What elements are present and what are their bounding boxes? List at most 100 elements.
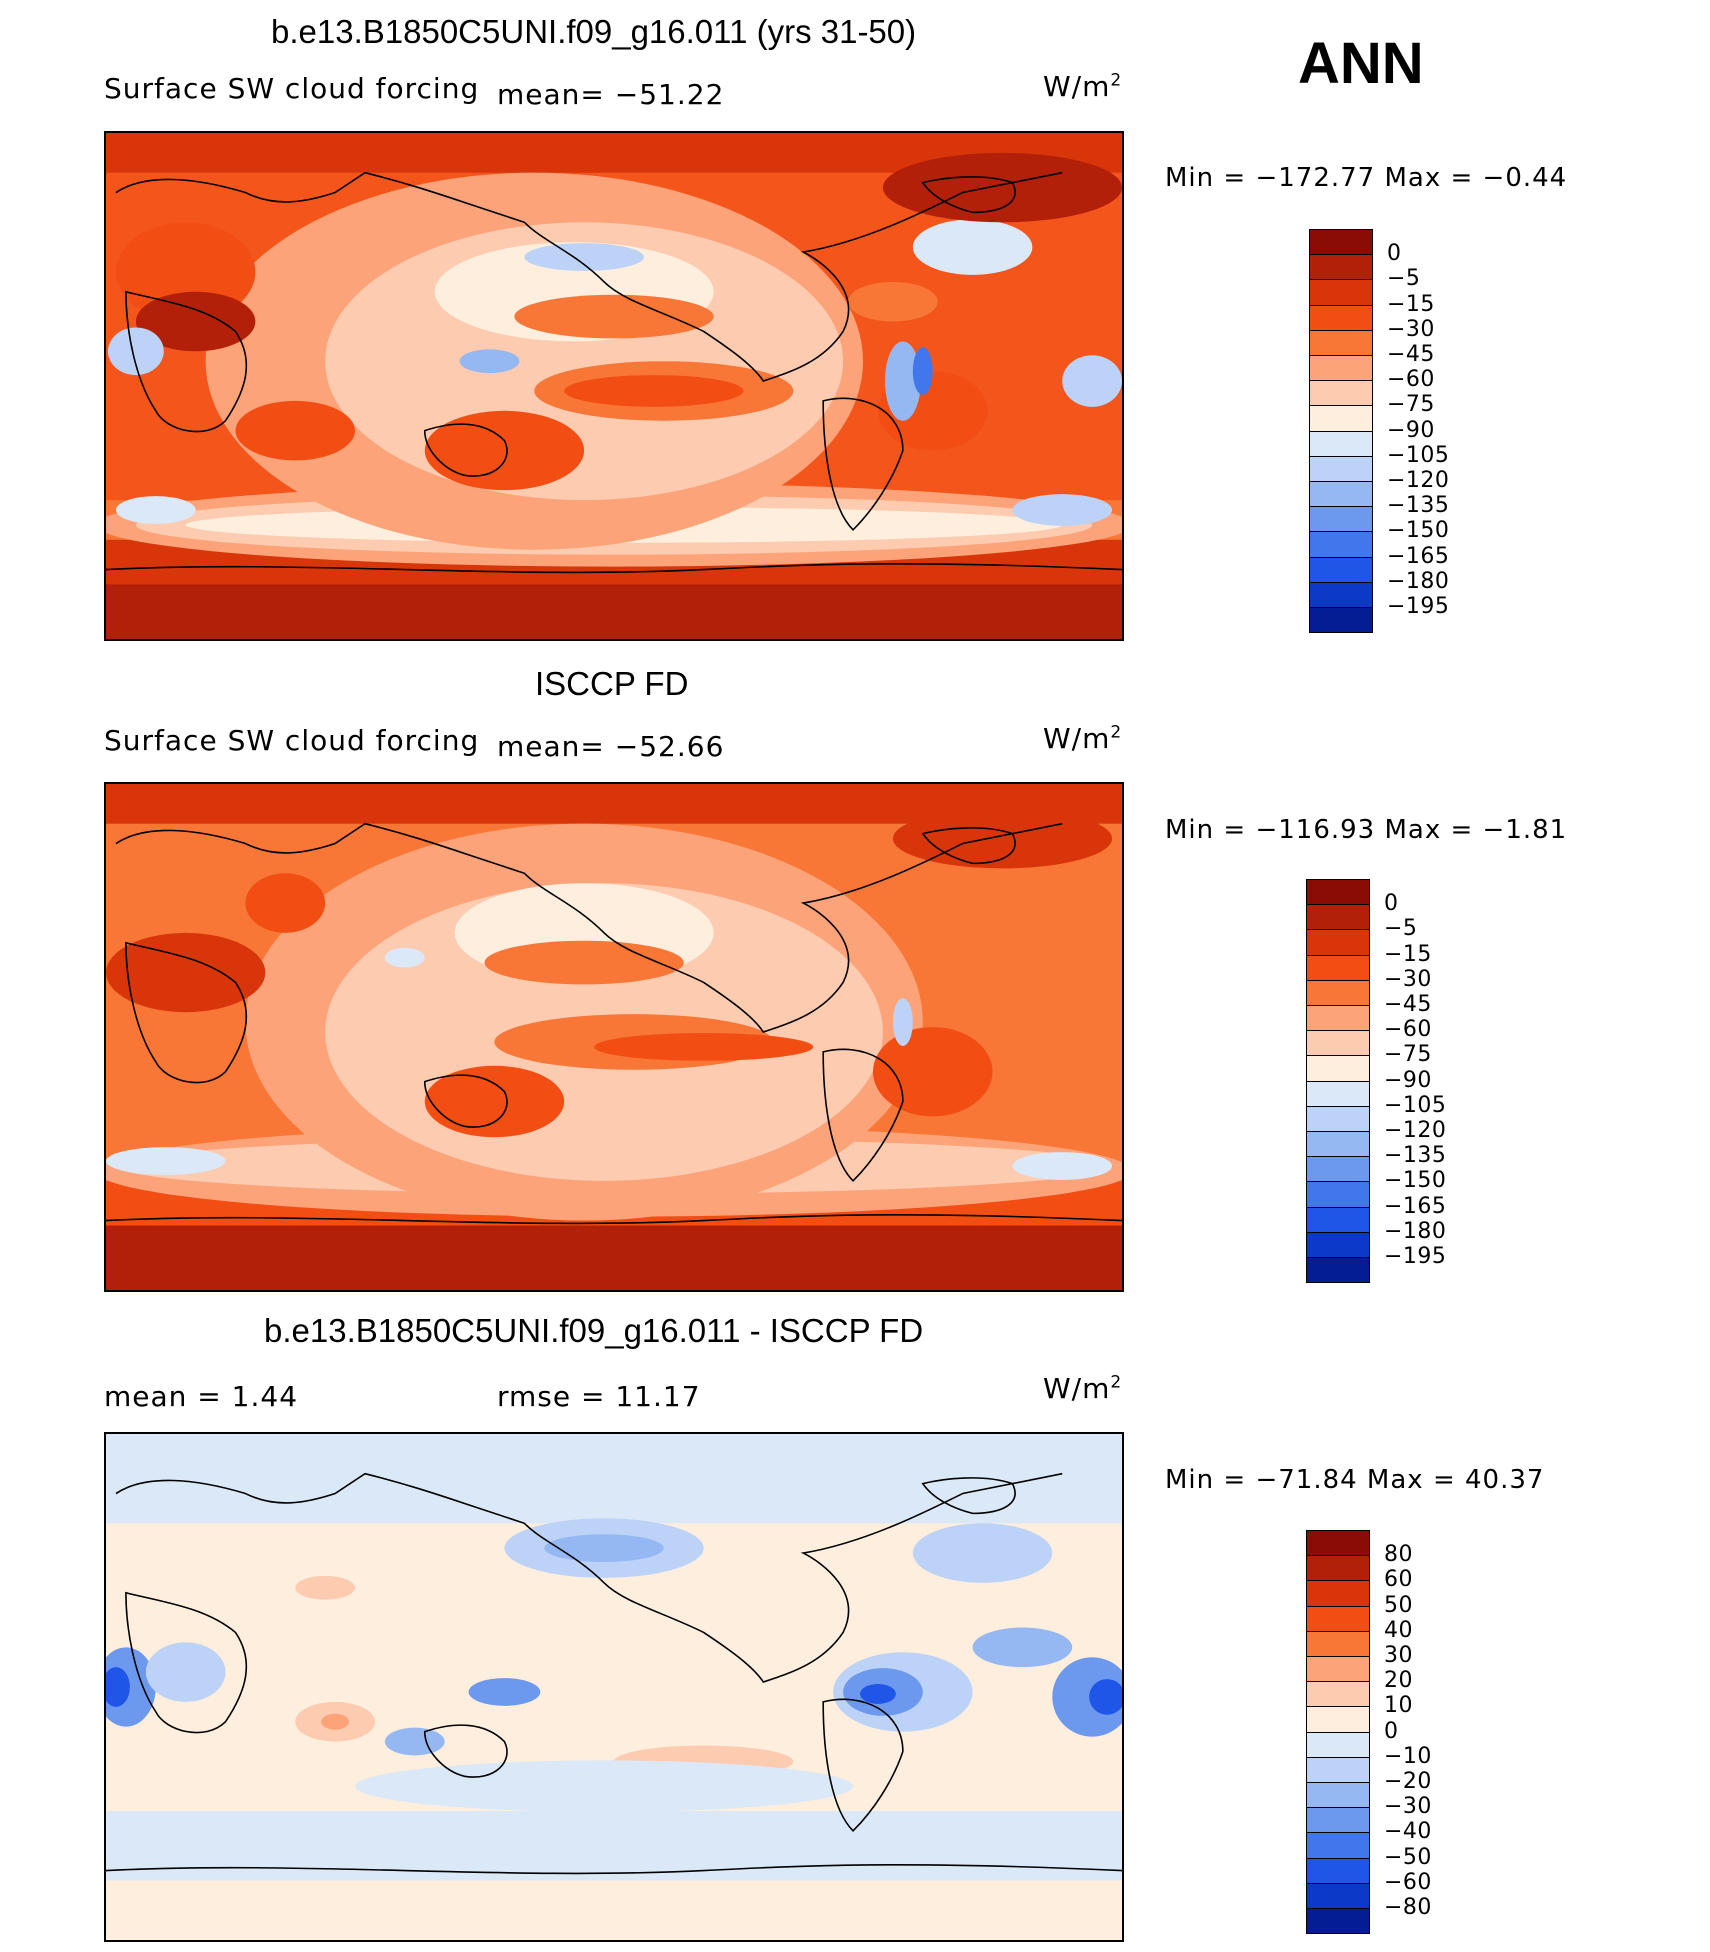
panel2-unit: W/m2 [1043, 722, 1123, 755]
colorbar-swatch [1306, 1555, 1370, 1582]
colorbar-swatch [1306, 1181, 1370, 1208]
panel1-title: b.e13.B1850C5UNI.f09_g16.011 (yrs 31-50) [271, 13, 917, 50]
colorbar-tick-label: −120 [1387, 468, 1450, 493]
colorbar-tick-label: −80 [1384, 1895, 1432, 1920]
panel1-unit: W/m2 [1043, 70, 1123, 103]
colorbar-swatch [1309, 455, 1373, 482]
colorbar-swatch [1306, 1782, 1370, 1809]
colorbar-swatch [1306, 1857, 1370, 1884]
colorbar-tick-label: −150 [1384, 1168, 1447, 1194]
colorbar-swatch [1309, 254, 1373, 281]
colorbar-swatch [1306, 979, 1370, 1006]
colorbar-swatch [1306, 1681, 1370, 1708]
colorbar-tick-label: 10 [1384, 1693, 1413, 1719]
colorbar-tick-label: −165 [1384, 1193, 1447, 1219]
colorbar-tick-label: −135 [1387, 493, 1450, 519]
panel2-map [104, 782, 1124, 1292]
colorbar-swatch [1309, 405, 1373, 432]
colorbar-swatch [1306, 1731, 1370, 1758]
colorbar-swatch [1306, 1832, 1370, 1859]
colorbar-swatch [1306, 1055, 1370, 1082]
panel1-minmax: Min = −172.77 Max = −0.44 [1165, 163, 1568, 193]
colorbar-swatch [1309, 380, 1373, 407]
colorbar-tick-label: −30 [1387, 316, 1435, 342]
colorbar-tick-label: 0 [1384, 891, 1399, 917]
colorbar-swatch [1309, 531, 1373, 558]
colorbar-swatch [1309, 556, 1373, 583]
panel3-mean-label: mean = 1.44 [104, 1380, 299, 1413]
colorbar-swatch [1306, 1882, 1370, 1909]
colorbar-swatch [1306, 1080, 1370, 1107]
panel2-mean-label: mean= −52.66 [497, 730, 725, 763]
colorbar-tick-label: −90 [1384, 1067, 1432, 1093]
colorbar-tick-label: −50 [1384, 1844, 1432, 1870]
colorbar-swatch [1306, 1630, 1370, 1657]
colorbar-tick-label: 20 [1384, 1668, 1413, 1694]
colorbar-tick-label: −90 [1387, 417, 1435, 443]
colorbar-tick-label: −5 [1387, 266, 1421, 292]
colorbar-swatch [1306, 1156, 1370, 1183]
colorbar-tick-label: −10 [1384, 1743, 1432, 1769]
panel1-map [104, 131, 1124, 641]
colorbar-swatch [1306, 1530, 1370, 1557]
colorbar-tick-label: −75 [1387, 392, 1435, 418]
panel1-variable-label: Surface SW cloud forcing [104, 72, 480, 105]
colorbar-tick-label: −105 [1384, 1092, 1447, 1118]
colorbar-swatch [1306, 1131, 1370, 1158]
colorbar-tick-label: −45 [1387, 342, 1435, 367]
colorbar-swatch [1306, 1231, 1370, 1258]
colorbar-swatch [1306, 904, 1370, 931]
colorbar-tick-label: 60 [1384, 1567, 1413, 1593]
colorbar-tick-label: 80 [1384, 1542, 1413, 1568]
colorbar-tick-label: −20 [1384, 1769, 1432, 1794]
colorbar-swatch [1309, 430, 1373, 457]
panel1-mean-label: mean= −51.22 [497, 78, 725, 111]
colorbar-swatch [1309, 355, 1373, 382]
colorbar-swatch [1306, 1908, 1370, 1935]
colorbar-swatch [1306, 1756, 1370, 1783]
colorbar-tick-label: −60 [1387, 367, 1435, 393]
colorbar-tick-label: 0 [1387, 241, 1402, 267]
panel3-map [104, 1432, 1124, 1942]
panel3-rmse-label: rmse = 11.17 [497, 1380, 701, 1413]
colorbar-swatch [1309, 506, 1373, 533]
colorbar-tick-label: 50 [1384, 1592, 1413, 1618]
colorbar-tick-label: −195 [1387, 594, 1450, 619]
colorbar-tick-label: −45 [1384, 992, 1432, 1017]
colorbar-tick-label: −180 [1384, 1218, 1447, 1244]
colorbar-tick-label: −15 [1387, 291, 1435, 317]
colorbar-swatch [1309, 581, 1373, 608]
colorbar-swatch [1309, 481, 1373, 508]
colorbar-tick-label: −195 [1384, 1244, 1447, 1269]
colorbar-tick-label: −60 [1384, 1017, 1432, 1043]
colorbar-tick-label: −40 [1384, 1819, 1432, 1845]
colorbar-tick-label: −135 [1384, 1143, 1447, 1169]
colorbar-swatch [1306, 929, 1370, 956]
colorbar-tick-label: −120 [1384, 1118, 1447, 1143]
colorbar-swatch [1309, 279, 1373, 306]
colorbar-swatch [1306, 1030, 1370, 1057]
colorbar-swatch [1306, 1206, 1370, 1233]
colorbar-swatch [1306, 1005, 1370, 1032]
colorbar-tick-label: −180 [1387, 568, 1450, 594]
colorbar-tick-label: −165 [1387, 543, 1450, 569]
colorbar-swatch [1306, 1605, 1370, 1632]
colorbar-tick-label: −75 [1384, 1042, 1432, 1068]
colorbar-swatch [1306, 1105, 1370, 1132]
colorbar-swatch [1306, 1706, 1370, 1733]
panel2-variable-label: Surface SW cloud forcing [104, 724, 480, 757]
panel3-unit: W/m2 [1043, 1372, 1123, 1405]
colorbar-swatch [1306, 954, 1370, 981]
colorbar-tick-label: −150 [1387, 518, 1450, 544]
season-label: ANN [1298, 31, 1424, 96]
colorbar-tick-label: −30 [1384, 1794, 1432, 1820]
colorbar-tick-label: 40 [1384, 1617, 1413, 1643]
colorbar-swatch [1306, 1580, 1370, 1607]
panel2-title: ISCCP FD [535, 665, 689, 702]
panel3-title: b.e13.B1850C5UNI.f09_g16.011 - ISCCP FD [264, 1312, 924, 1349]
colorbar-swatch [1306, 1807, 1370, 1834]
colorbar-swatch [1306, 1656, 1370, 1683]
colorbar-swatch [1309, 607, 1373, 634]
colorbar-tick-label: −15 [1384, 941, 1432, 967]
colorbar-tick-label: −105 [1387, 442, 1450, 468]
